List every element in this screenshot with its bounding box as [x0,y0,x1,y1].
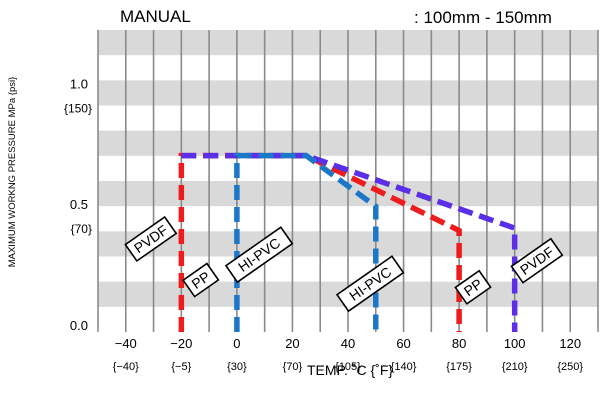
series-line-pp [178,152,462,332]
series-annotation: PVDF [510,237,564,284]
x-tick-label: 40 [341,336,355,351]
x-tick-label: 100 [504,336,526,351]
annotation-box [454,269,492,305]
x-tick-sublabel: {105} [335,361,361,373]
x-tick-label: 120 [559,336,581,351]
y-axis-ticks: 0.0 0.5 {70} 1.0 {150} [64,76,92,333]
header-left-label: MANUAL [120,7,191,26]
annotation-box [510,237,564,284]
x-tick-label: −40 [115,336,137,351]
x-tick-sublabel: {−5} [171,361,191,373]
x-tick-label: 20 [285,336,299,351]
x-tick-sublabel: {175} [446,361,472,373]
x-tick-sublabel: {250} [557,361,583,373]
x-tick-sublabel: {−40} [113,361,139,373]
series-annotation: PP [182,262,220,298]
x-tick-sublabel: {140} [391,361,417,373]
annotation-box [124,215,178,263]
x-tick-label: 0 [233,336,240,351]
y-tick-label: 0.5 [70,197,88,212]
series-lines [178,152,518,332]
header-right-label: : 100mm - 150mm [414,8,552,27]
series-line-hi-pvc [234,152,379,332]
annotation-box [182,262,220,298]
annotation-box [224,226,294,284]
x-axis-ticks: −40 {−40} −20 {−5} 0 {30} 20 {70} 40 {105} 60 {140}… [113,336,584,373]
y-tick-sublabel: {150} [64,101,92,115]
x-tick-sublabel: {210} [502,361,528,373]
series-annotation: PP [454,269,492,305]
x-axis-label: TEMP. ˚C {˚F} [307,362,393,378]
x-tick-sublabel: {70} [283,361,303,373]
y-tick-sublabel: {70} [71,222,92,236]
x-tick-label: −20 [170,336,192,351]
series-line-pvdf [181,152,518,332]
grid-lines [97,30,599,332]
x-tick-sublabel: {30} [227,361,247,373]
x-tick-label: 80 [452,336,466,351]
annotation-box [335,255,405,313]
y-tick-label: 0.0 [70,318,88,333]
y-tick-label: 1.0 [70,76,88,91]
x-tick-label: 60 [396,336,410,351]
y-axis-label: MAXIMUM WORKNG PRESSURE MPa {psi} [7,77,18,268]
